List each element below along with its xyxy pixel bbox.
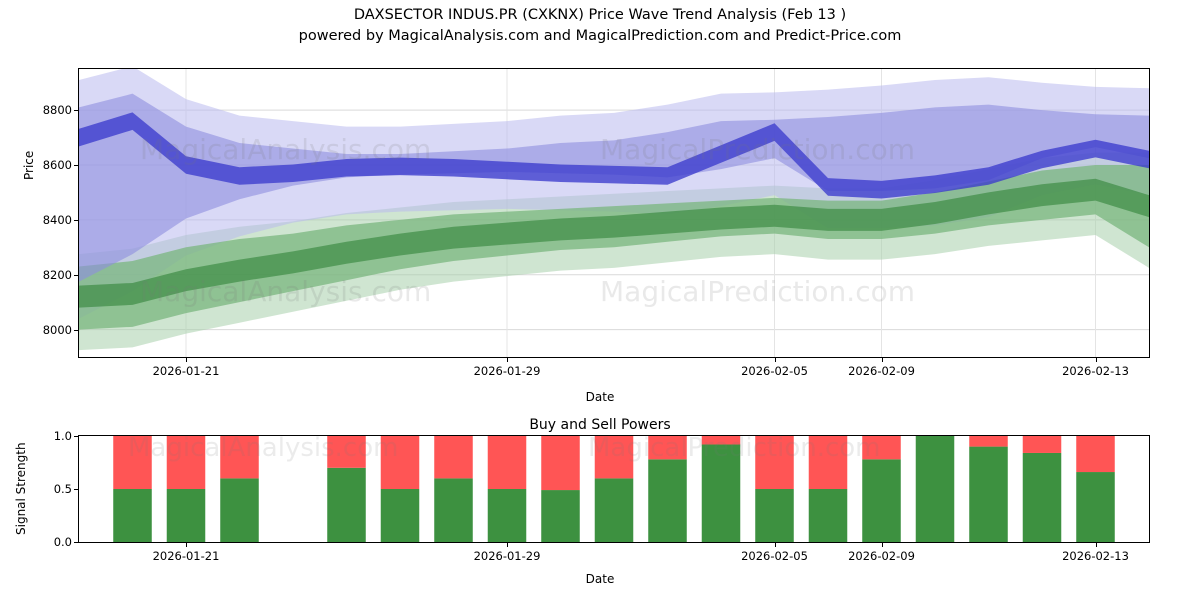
price-x-tick: 2026-02-13 — [1062, 364, 1129, 378]
price-y-tick: 8600 — [42, 158, 72, 172]
price-y-axis-label: Price — [22, 150, 36, 180]
price-x-axis-label: Date — [585, 390, 615, 404]
price-x-tick: 2026-02-05 — [741, 364, 808, 378]
signal-x-tick: 2026-01-21 — [152, 549, 220, 563]
buy-sell-title: Buy and Sell Powers — [529, 417, 671, 433]
price-x-tick: 2026-01-29 — [473, 364, 541, 378]
signal-y-tick: 0.5 — [53, 482, 72, 496]
price-x-tick: 2026-01-21 — [152, 364, 220, 378]
price-y-tick: 8000 — [42, 322, 72, 337]
signal-y-tick: 0.0 — [53, 535, 72, 549]
price-y-tick: 8200 — [42, 267, 72, 282]
signal-x-tick: 2026-01-29 — [473, 549, 541, 563]
page-title: DAXSECTOR INDUS.PR (CXKNX) Price Wave Tr… — [0, 5, 1200, 47]
signal-x-tick: 2026-02-09 — [848, 549, 915, 563]
signal-x-tick: 2026-02-05 — [741, 549, 808, 563]
signal-y-axis-label: Signal Strength — [14, 442, 28, 535]
price-y-tick: 8400 — [42, 212, 72, 227]
signal-x-axis-label: Date — [585, 572, 615, 586]
title-line-1: DAXSECTOR INDUS.PR (CXKNX) Price Wave Tr… — [353, 7, 847, 23]
price-wave-plot — [79, 69, 1149, 357]
price-y-tick: 8800 — [42, 103, 72, 118]
signal-y-tick: 1.0 — [53, 429, 72, 443]
buy-sell-chart — [78, 435, 1150, 543]
signal-x-tick: 2026-02-13 — [1062, 549, 1129, 563]
price-wave-chart — [78, 68, 1150, 358]
price-x-tick: 2026-02-09 — [848, 364, 915, 378]
buy-sell-plot — [113, 436, 1115, 542]
title-line-2: powered by MagicalAnalysis.com and Magic… — [298, 28, 902, 44]
